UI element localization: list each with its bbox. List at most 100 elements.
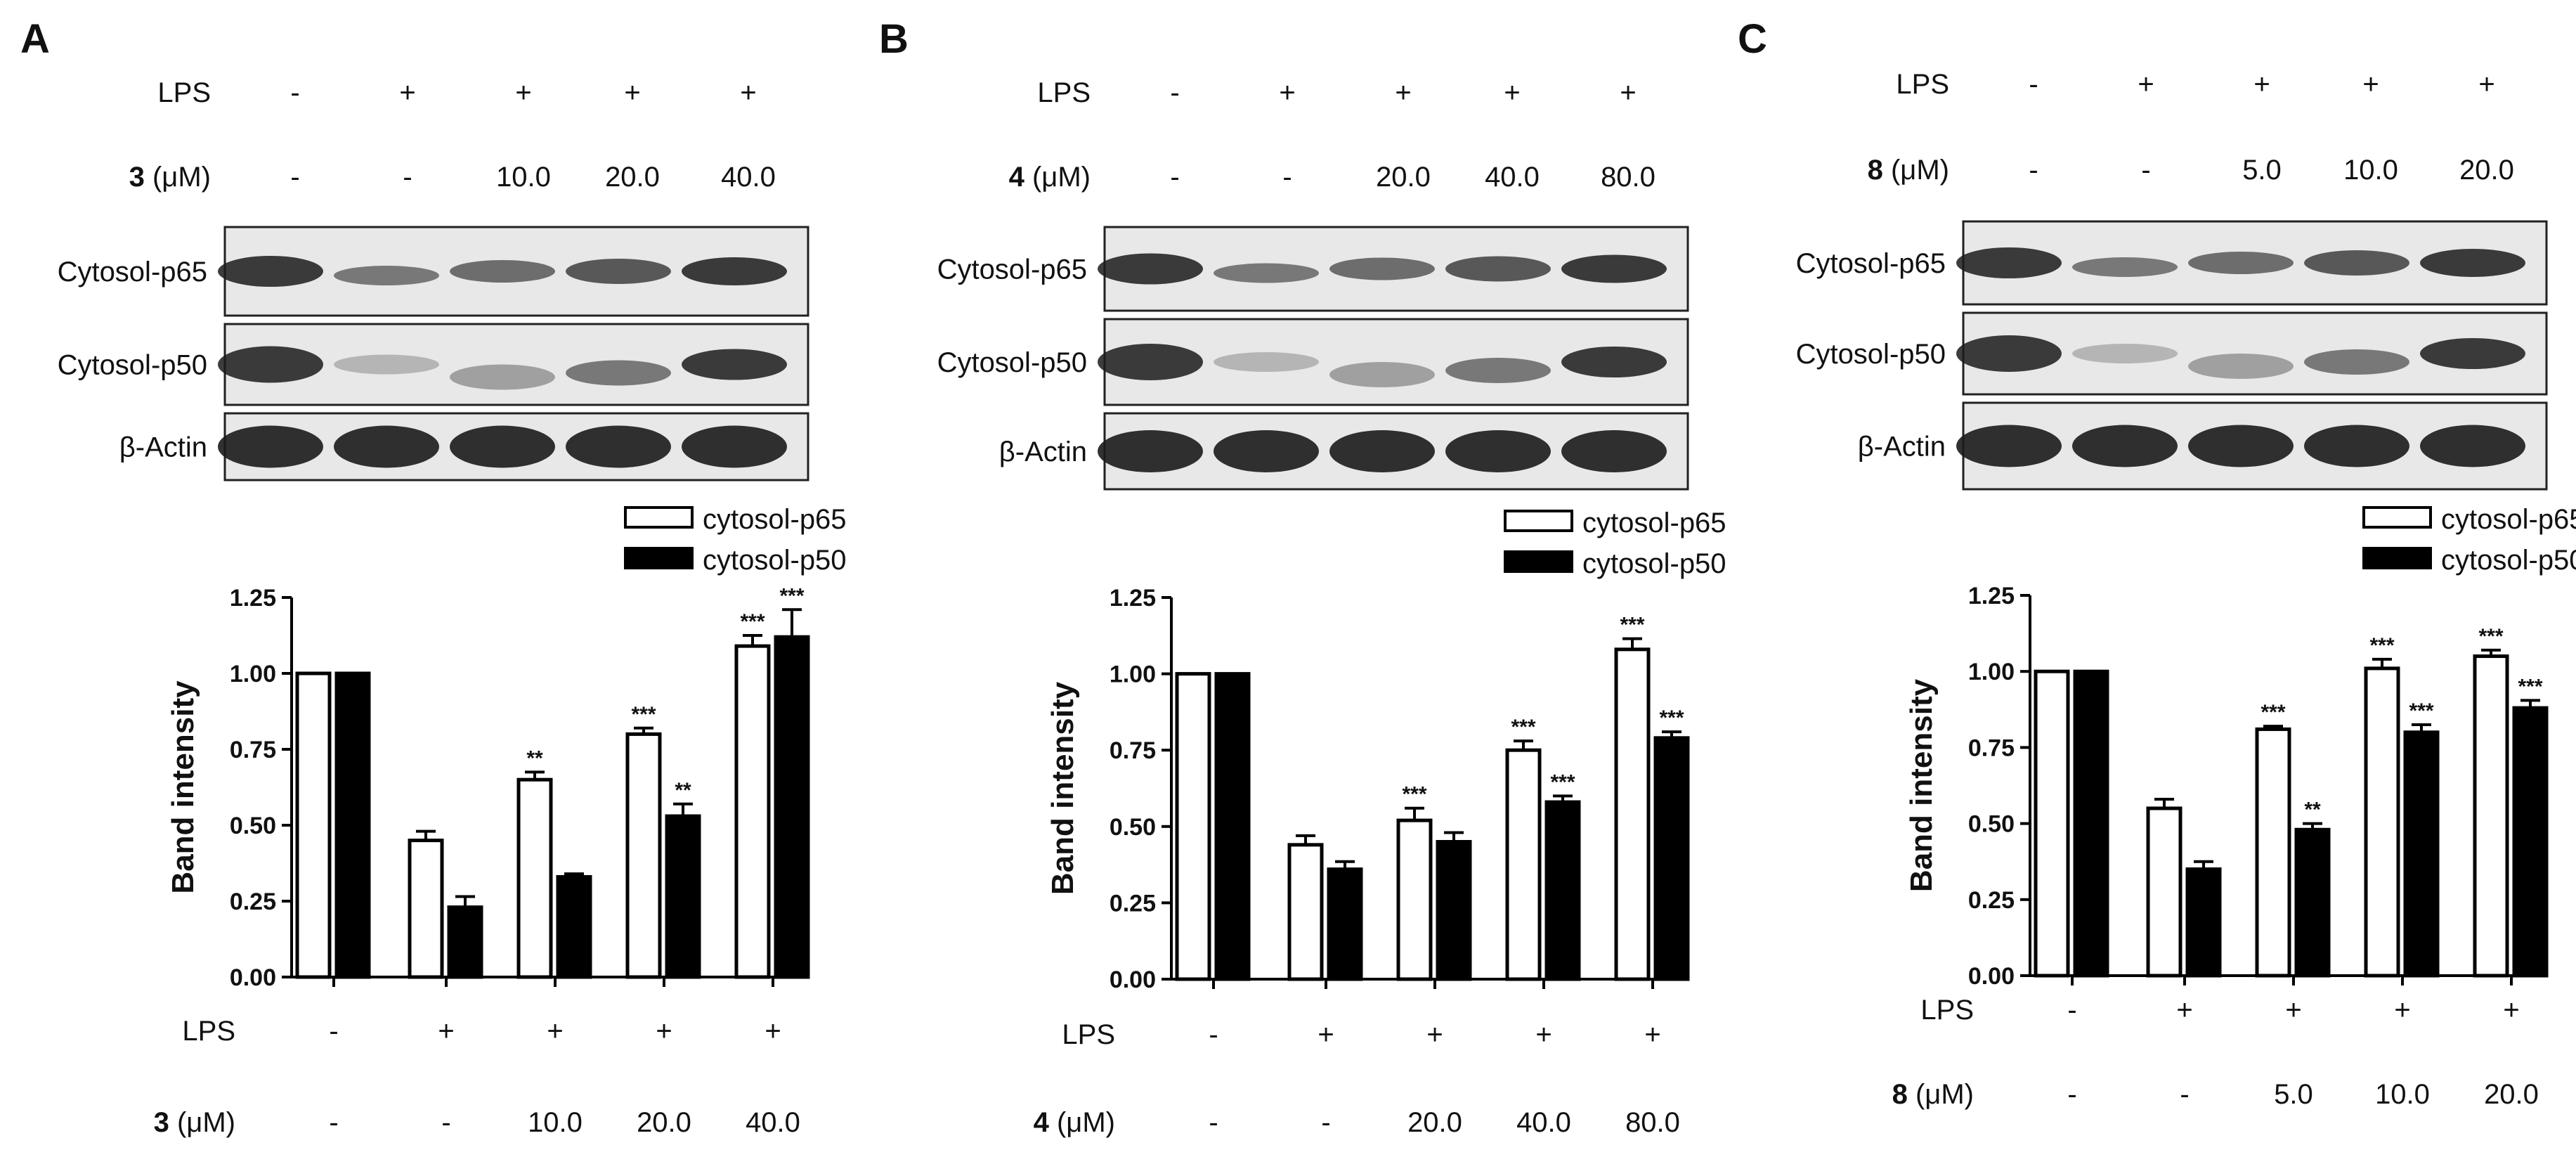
- panel-c-blot-3: [1956, 401, 2548, 491]
- panel-b-band-2-1: [1098, 344, 1203, 380]
- panel-b-band-3-2: [1214, 430, 1319, 472]
- panel-b-band-2-3: [1329, 362, 1435, 387]
- panel-c-bar-2-1: [2073, 669, 2109, 978]
- panel-c-bar-1-1: [2034, 669, 2070, 978]
- panel-c-ytick-label-5: 1.25: [1968, 583, 2015, 609]
- panel-b-ytick-label-0: 0.00: [1110, 967, 1156, 993]
- panel-a-bar-1-3: [516, 777, 553, 979]
- panel-c-bottom-conc-3: 5.0: [2274, 1079, 2313, 1110]
- panel-b-sig-1-5: ***: [1620, 614, 1644, 637]
- panel-a-bottom-conc-5: 40.0: [746, 1107, 800, 1138]
- panel-a-bottom-lps-2: +: [438, 1016, 454, 1047]
- panel-c-letter: C: [1738, 16, 1767, 62]
- panel-b-bar-2-3: [1436, 840, 1472, 981]
- panel-c-legend-swatch-2: [2362, 547, 2432, 569]
- panel-b-ytick-label-2: 0.50: [1110, 814, 1156, 841]
- panel-a-blot-label-2: Cytosol-p50: [58, 350, 207, 381]
- panel-a-blot-3: [218, 412, 809, 481]
- panel-a-sig-2-4: **: [675, 779, 691, 802]
- panel-a-band-2-5: [682, 349, 787, 380]
- panel-a-bar-2-5: [774, 635, 810, 979]
- panel-b-bar-1-3: [1396, 818, 1433, 981]
- panel-b-top-compound: 4: [1009, 162, 1025, 193]
- panel-a-bottom-conc-2: -: [441, 1107, 450, 1138]
- panel-c-blot-label-2: Cytosol-p50: [1796, 339, 1946, 370]
- panel-a-ytick-label-4: 1.00: [230, 661, 276, 687]
- panel-a-ylabel: Band intensity: [166, 680, 200, 894]
- panel-a-blot-label-3: β-Actin: [119, 432, 207, 463]
- panel-c-band-1-2: [2072, 257, 2178, 277]
- panel-a-top-conc-4: 20.0: [605, 162, 660, 193]
- panel-c-sig-1-5: ***: [2478, 625, 2503, 648]
- panel-a-band-3-3: [450, 425, 555, 468]
- panel-b-legend-swatch-1: [1504, 510, 1573, 532]
- panel-a-bottom-lps-1: -: [329, 1016, 338, 1047]
- panel-a-legend-swatch-2: [624, 547, 694, 569]
- panel-b-bottom-compound: 4: [1034, 1107, 1050, 1138]
- panel-c-top-conc-3: 5.0: [2242, 155, 2282, 186]
- panel-c-blot-label-3: β-Actin: [1858, 432, 1946, 463]
- panel-c-bottom-lps-5: +: [2503, 995, 2519, 1026]
- panel-c-band-1-4: [2304, 250, 2409, 276]
- panel-a-sig-1-4: ***: [631, 703, 656, 726]
- panel-b-bar-2-4: [1544, 800, 1581, 981]
- panel-a-top-conc-3: 10.0: [496, 162, 551, 193]
- panel-b-bottom-conc-5: 80.0: [1625, 1107, 1680, 1138]
- panel-a-band-2-3: [450, 364, 555, 390]
- panel-c-ytick-label-0: 0.00: [1968, 963, 2015, 990]
- panel-a-top-conc-5: 40.0: [721, 162, 776, 193]
- panel-a-top-compound: 3: [129, 162, 145, 193]
- panel-b-bar-1-4: [1505, 748, 1542, 981]
- panel-a-sig-2-5: ***: [779, 584, 804, 607]
- panel-a-svg: A LPS - + + + +3 (μM) - - 10.0 20.0 40.0 Cytosol-p65…: [20, 16, 847, 1138]
- panel-a-sig-1-3: **: [526, 746, 543, 770]
- panel-c-band-2-3: [2188, 354, 2294, 379]
- panel-b-bar-2-2: [1327, 867, 1363, 981]
- panel-c-bottom-compound: 8: [1892, 1079, 1908, 1110]
- panel-a-blot-1: [218, 226, 809, 317]
- panel-a-bar-1-4: [625, 732, 662, 979]
- panel-b-ytick-label-1: 0.25: [1110, 890, 1156, 917]
- panel-b-bottom-lps-3: +: [1426, 1019, 1443, 1050]
- panel-b-bar-1-2: [1287, 843, 1324, 981]
- panel-c-bottom-conc-label: 8 (μM): [1892, 1079, 1974, 1110]
- panel-b: B LPS - + + + +4 (μM) - - 20.0 40.0 80.0 Cytosol-p65…: [859, 0, 1726, 1157]
- panel-b-bottom-conc-3: 20.0: [1407, 1107, 1462, 1138]
- panel-b-blot-2: [1098, 318, 1689, 406]
- panel-a-sig-1-5: ***: [740, 610, 765, 633]
- panel-b-blot-1: [1098, 226, 1689, 312]
- panel-a-band-3-4: [566, 425, 671, 468]
- panel-a-bar-1-5: [734, 644, 771, 979]
- panel-b-top-conc-5: 80.0: [1601, 162, 1655, 193]
- panel-b-bottom-lps-4: +: [1535, 1019, 1552, 1050]
- panel-a-band-1-3: [450, 260, 555, 283]
- panel-b-band-2-5: [1561, 347, 1667, 377]
- panel-b-letter: B: [879, 16, 909, 62]
- panel-b-blot-label-3: β-Actin: [999, 437, 1087, 467]
- panel-c: C LPS - + + + +8 (μM) - - 5.0 10.0 20.0 Cytosol-p65 C…: [1717, 0, 2576, 1157]
- panel-a-band-1-1: [218, 256, 323, 287]
- panel-c-band-2-1: [1956, 335, 2062, 372]
- panel-c-bar-2-4: [2403, 730, 2440, 978]
- panel-b-top-unit: (μM): [1024, 162, 1091, 193]
- panel-b-band-1-5: [1561, 254, 1667, 283]
- panel-b-ytick-label-5: 1.25: [1110, 585, 1156, 612]
- panel-a-bottom-compound: 3: [154, 1107, 169, 1138]
- panel-b-band-3-1: [1098, 430, 1203, 472]
- panel-c-top-lps-2: +: [2138, 69, 2154, 100]
- panel-c-bottom-unit: (μM): [1908, 1079, 1974, 1110]
- panel-c-ytick-label-2: 0.50: [1968, 811, 2015, 838]
- panel-a-top-conc-1: -: [290, 162, 299, 193]
- panel-b-bar-2-1: [1214, 672, 1251, 981]
- panel-a-band-2-2: [334, 354, 439, 375]
- panel-b-top-conc-label: 4 (μM): [1009, 162, 1091, 193]
- panel-a-top-lps-1: -: [290, 77, 299, 108]
- panel-c-top-conc-5: 20.0: [2459, 155, 2514, 186]
- panel-b-sig-1-3: ***: [1402, 783, 1426, 806]
- panel-a-legend: cytosol-p65 cytosol-p50: [624, 504, 847, 576]
- panel-c-band-3-3: [2188, 425, 2294, 467]
- panel-b-top-conc-2: -: [1282, 162, 1292, 193]
- panel-b-legend-label-1: cytosol-p65: [1582, 508, 1726, 538]
- panel-c-band-1-5: [2420, 249, 2525, 277]
- panel-c-bottom-conc-2: -: [2180, 1079, 2189, 1110]
